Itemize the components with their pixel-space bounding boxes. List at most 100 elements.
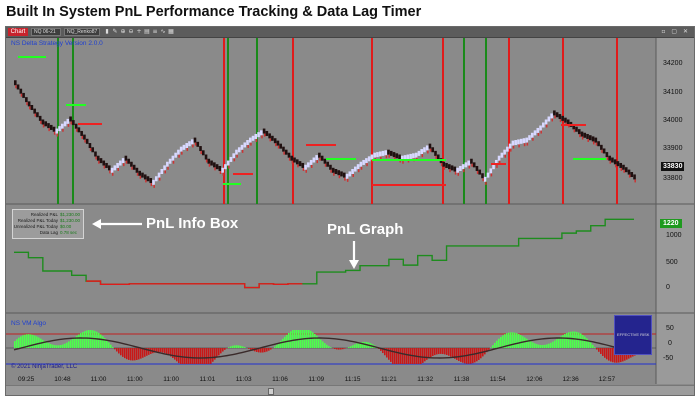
histogram-bar-down <box>384 348 386 356</box>
candle-wick-mark <box>178 154 180 158</box>
candle-wick-mark <box>407 159 410 163</box>
down-candle <box>25 97 28 103</box>
time-axis-label: 12:06 <box>526 376 543 383</box>
current-price-tag: 33830 <box>661 162 685 171</box>
candle-wick-mark <box>20 93 23 97</box>
histogram-bar-up <box>320 339 322 348</box>
down-candle <box>633 174 636 180</box>
up-candle <box>359 161 363 167</box>
up-candle <box>486 172 490 178</box>
up-candle <box>232 153 235 159</box>
candle-wick-mark <box>172 160 175 164</box>
down-candle <box>434 150 437 156</box>
histogram-bar-up <box>492 345 494 348</box>
indicator-icon[interactable]: ∿ <box>160 28 166 35</box>
strategy-icon[interactable]: ≡ <box>152 28 158 35</box>
horizontal-scrollbar[interactable] <box>6 385 694 395</box>
histogram-bar-down <box>458 348 460 361</box>
candle-wick-mark <box>153 184 155 188</box>
histogram-bar-down <box>394 348 396 364</box>
histogram-bar-down <box>176 348 178 362</box>
pnl-graph-annotation: PnL Graph <box>327 221 404 238</box>
chart-window[interactable]: Chart NQ 06-21 NQ_Renko87 ▮ ✎ ⊕ ⊖ + ▤ ≡ … <box>5 26 695 396</box>
histogram-bar-up <box>72 338 74 348</box>
down-candle <box>94 151 97 157</box>
histogram-bar-down <box>386 348 388 358</box>
scrollbar-handle[interactable] <box>268 388 274 395</box>
histogram-bar-up <box>98 332 100 348</box>
histogram-bar-down <box>436 348 438 355</box>
histogram-bar-up <box>530 341 532 348</box>
chart-tab-button[interactable]: Chart <box>8 28 28 36</box>
histogram-bar-down <box>128 348 130 360</box>
histogram-bar-down <box>162 348 164 353</box>
candle-wick-mark <box>579 134 581 138</box>
time-axis-label: 11:09 <box>308 376 325 383</box>
up-candle <box>539 125 542 131</box>
histogram-bar-down <box>190 348 192 364</box>
histogram-bar-down <box>210 348 212 364</box>
down-candle <box>213 162 216 168</box>
histogram-bar-up <box>296 330 298 348</box>
histogram-bar-up <box>58 345 60 348</box>
histogram-bar-up <box>594 347 596 348</box>
window-controls-icon[interactable]: ▫ ▢ ✕ <box>661 28 690 35</box>
up-candle <box>530 132 534 138</box>
draw-icon[interactable]: ✎ <box>112 28 118 35</box>
down-candle <box>30 105 34 110</box>
histogram-bar-up <box>16 339 18 348</box>
candle-wick-mark <box>573 129 576 133</box>
histogram-bar-up <box>236 345 238 348</box>
instrument-selector[interactable]: NQ 06-21 <box>31 28 61 36</box>
down-candle <box>442 161 446 167</box>
zoom-out-icon[interactable]: ⊖ <box>128 28 134 35</box>
histogram-bar-down <box>130 348 132 361</box>
template-icon[interactable]: ▦ <box>168 28 174 35</box>
chart-toolbar: Chart NQ 06-21 NQ_Renko87 ▮ ✎ ⊕ ⊖ + ▤ ≡ … <box>6 27 694 38</box>
right-axis <box>656 38 694 384</box>
histogram-bar-down <box>452 348 454 358</box>
candle-wick-mark <box>319 157 321 161</box>
down-candle <box>301 162 305 168</box>
time-axis-label: 11:01 <box>199 376 216 383</box>
up-candle <box>60 123 64 129</box>
candle-wick-mark <box>592 141 595 145</box>
up-candle <box>459 165 462 171</box>
up-candle <box>384 150 388 156</box>
histogram-bar-up <box>14 341 16 348</box>
histogram-bar-up <box>556 339 558 348</box>
up-candle <box>356 164 360 170</box>
crosshair-icon[interactable]: + <box>136 28 142 35</box>
chart-canvas[interactable] <box>6 27 695 396</box>
histogram-bar-up <box>292 330 294 348</box>
candle-wick-mark <box>269 138 272 142</box>
histogram-bar-down <box>186 348 188 364</box>
histogram-bar-up <box>94 330 96 348</box>
up-candle <box>414 152 418 158</box>
price-axis-label: 33900 <box>663 145 683 152</box>
period-selector[interactable]: NQ_Renko87 <box>64 28 100 36</box>
candle-wick-mark <box>427 150 429 154</box>
down-candle <box>575 126 578 132</box>
bars-icon[interactable]: ▮ <box>105 28 109 35</box>
zoom-in-icon[interactable]: ⊕ <box>120 28 126 35</box>
histogram-bar-up <box>18 337 20 348</box>
histogram-bar-down <box>428 348 430 359</box>
candle-wick-mark <box>48 128 50 132</box>
histogram-bar-down <box>404 348 406 364</box>
up-candle <box>157 172 161 178</box>
histogram-bar-up <box>564 334 566 348</box>
candle-wick-mark <box>429 148 432 152</box>
histogram-bar-up <box>322 341 324 348</box>
down-candle <box>395 153 399 159</box>
histogram-bar-down <box>192 348 194 364</box>
down-candle <box>282 146 285 152</box>
down-candle <box>481 173 484 179</box>
properties-icon[interactable]: ▤ <box>144 28 150 35</box>
down-candle <box>597 141 600 147</box>
candle-wick-mark <box>468 165 471 169</box>
histogram-bar-down <box>420 348 422 364</box>
down-candle <box>284 149 288 155</box>
down-candle <box>273 138 277 144</box>
up-candle <box>171 155 175 161</box>
